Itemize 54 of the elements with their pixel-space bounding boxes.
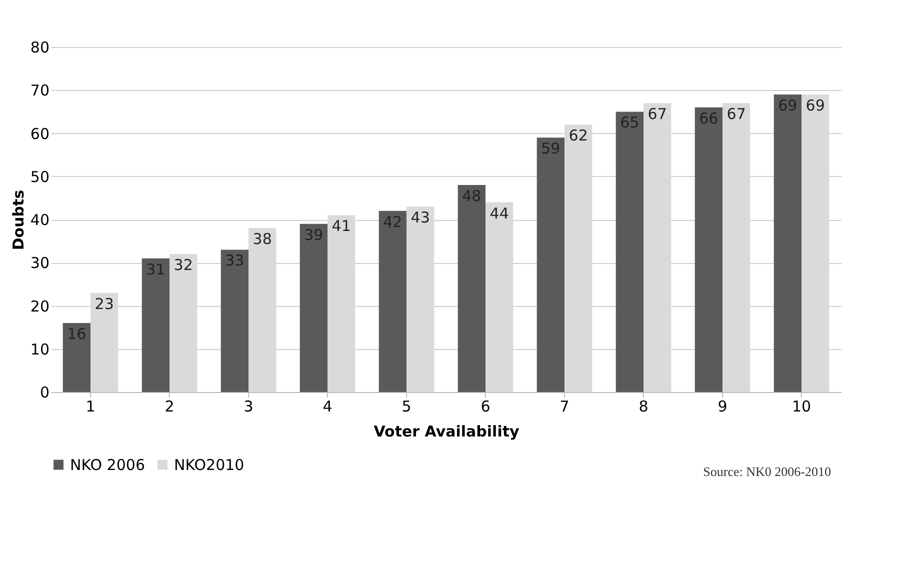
data-label: 43 [410,208,430,227]
bar [536,138,564,392]
x-tick-label: 7 [560,398,570,416]
data-label: 39 [304,226,324,244]
y-tick-label: 80 [30,38,50,56]
y-tick-label: 0 [40,384,50,402]
data-label: 66 [699,109,718,128]
data-label: 23 [94,294,114,313]
x-tick-label: 10 [792,398,812,416]
x-tick-label: 5 [402,398,412,416]
x-axis-title: Voter Availability [374,422,520,440]
data-label: 44 [490,204,509,222]
bar [300,224,328,392]
bar [458,185,486,392]
y-tick-label: 70 [30,82,50,100]
data-label: 59 [541,140,560,158]
y-tick-label: 60 [30,124,50,143]
data-label: 31 [146,260,166,278]
data-label: 42 [383,212,402,231]
data-label: 67 [648,105,667,124]
y-tick-label: 20 [30,297,50,316]
x-tick-label: 3 [244,398,254,416]
bar [694,107,722,392]
y-tick-label: 40 [30,211,50,229]
source-note: Source: NK0 2006-2010 [703,464,831,479]
data-label: 16 [67,325,86,343]
data-label: 69 [778,96,798,114]
data-label: 69 [806,96,825,114]
data-label: 33 [225,252,244,270]
y-tick-label: 50 [30,168,50,186]
bar [616,112,644,392]
y-tick-label: 10 [30,340,50,358]
x-tick-label: 8 [638,398,648,416]
data-label: 65 [620,114,640,132]
x-tick-label: 2 [164,398,174,416]
bar [62,323,90,392]
data-label: 38 [252,230,272,248]
legend-label: NKO 2006 [70,456,145,474]
data-label: 48 [462,187,482,205]
data-label: 41 [332,217,351,236]
bar [774,94,802,392]
x-tick-label: 4 [322,398,332,416]
data-label: 62 [568,126,588,145]
x-tick-label: 6 [480,398,490,416]
x-tick-label: 9 [718,398,728,416]
bar [220,250,248,392]
y-tick-label: 30 [30,254,50,272]
bar [142,258,170,392]
y-axis-title: Doubts [9,190,28,250]
x-tick-label: 1 [86,398,96,416]
data-label: 32 [174,256,193,274]
bar [378,210,406,392]
data-label: 67 [726,105,746,124]
legend-label: NKO2010 [174,456,244,474]
